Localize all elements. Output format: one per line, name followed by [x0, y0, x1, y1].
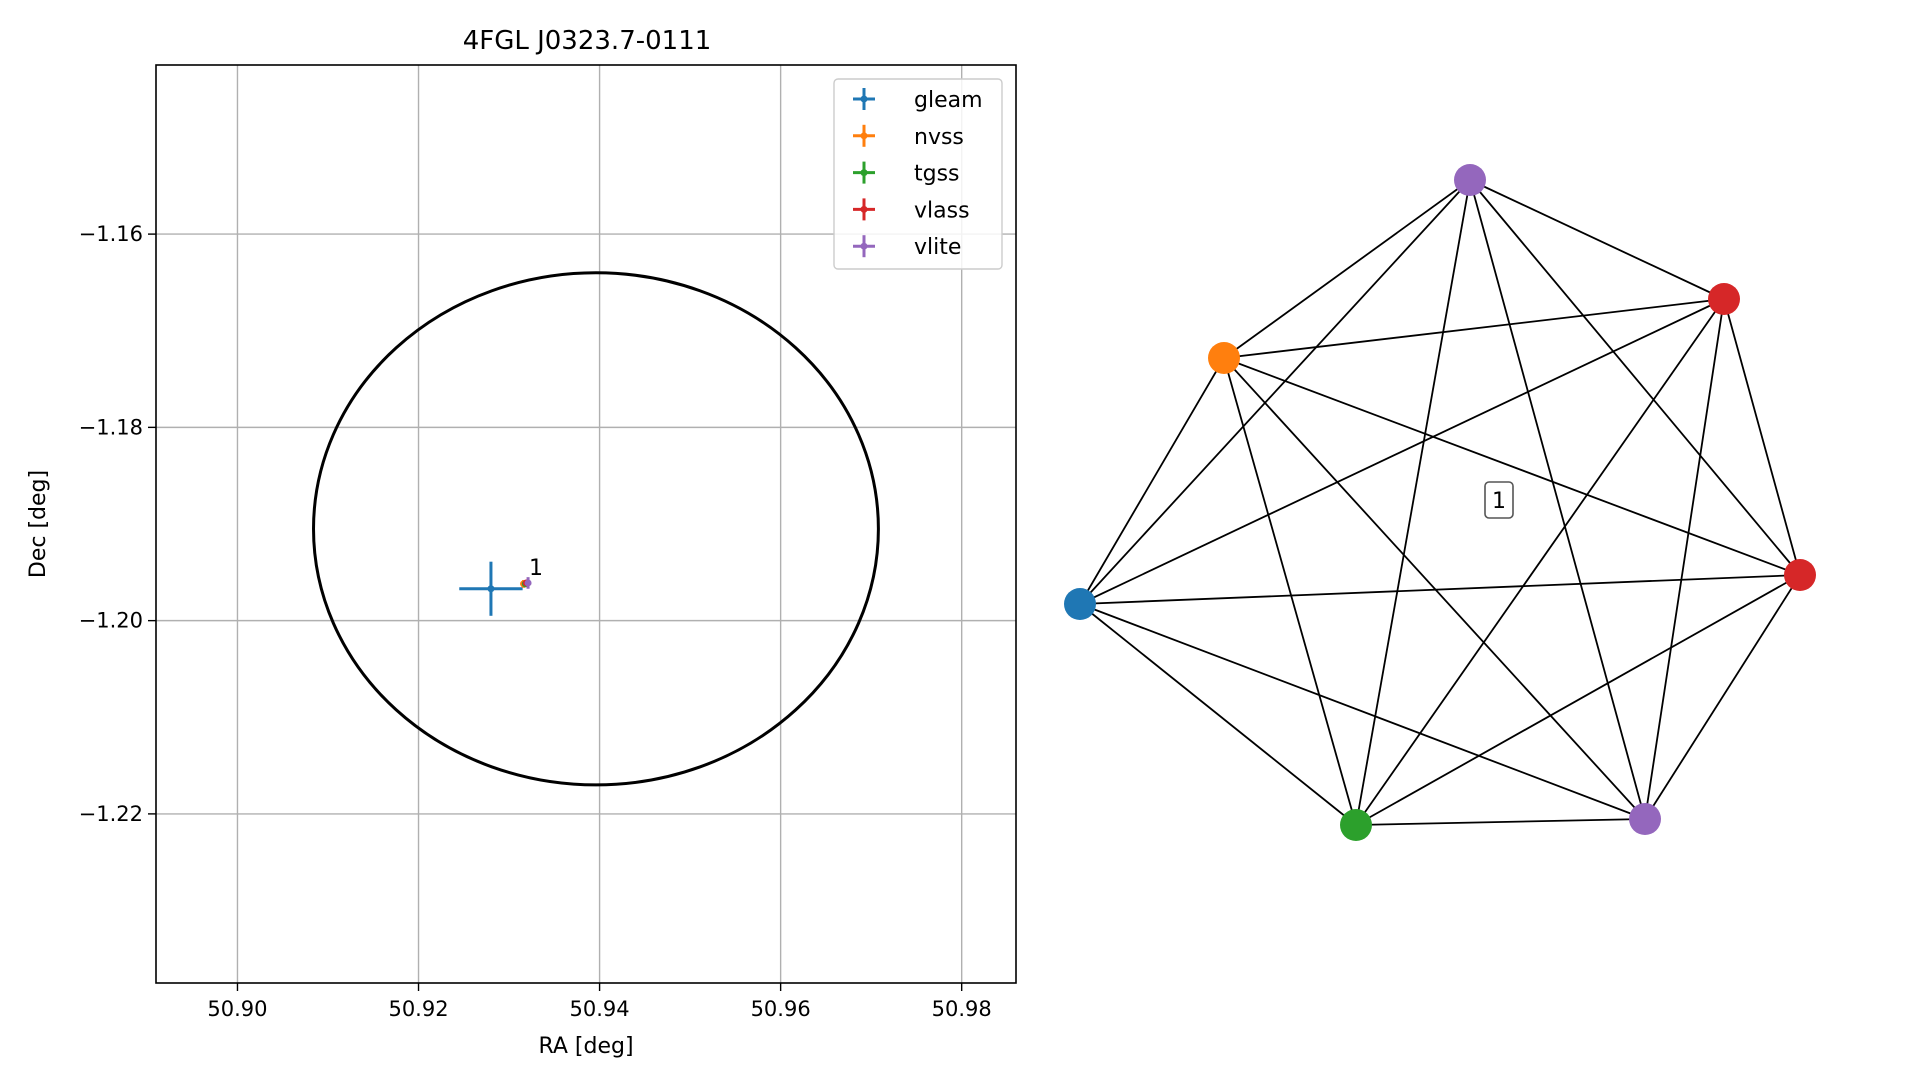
x-axis-ticks: 50.90 50.92 50.94 50.96 50.98: [207, 983, 992, 1021]
network-node-vlite_b: [1629, 803, 1661, 835]
x-tick-label: 50.92: [388, 997, 448, 1021]
network-edge: [1469, 179, 1725, 300]
network-node-tgss: [1340, 809, 1372, 841]
legend-entry-tgss: tgss: [853, 161, 960, 187]
data-point-gleam: [459, 561, 523, 616]
network-edge: [1079, 603, 1646, 820]
network-edge: [1223, 179, 1471, 359]
network-node-gleam: [1064, 588, 1096, 620]
chart-title: 4FGL J0323.7-0111: [463, 26, 712, 56]
y-axis-ticks: −1.16 −1.18 −1.20 −1.22: [79, 222, 156, 826]
legend-entry-nvss: nvss: [853, 124, 964, 150]
network-edge: [1355, 179, 1471, 826]
y-tick-label: −1.22: [79, 802, 143, 826]
ellipse-layer: [312, 271, 880, 787]
x-tick-label: 50.98: [932, 997, 992, 1021]
network-edge: [1079, 603, 1357, 826]
legend-swatch-dot: [860, 95, 868, 103]
legend-entry-gleam: gleam: [853, 88, 983, 113]
network-edge: [1355, 298, 1725, 826]
network-edge: [1079, 357, 1225, 605]
marks-layer: 1: [459, 556, 543, 616]
legend-label: tgss: [914, 162, 960, 187]
x-axis-label: RA [deg]: [538, 1034, 633, 1059]
y-tick-label: −1.20: [79, 609, 143, 633]
network-nodes: [1064, 164, 1816, 841]
legend-label: vlass: [914, 198, 970, 223]
network-edge: [1469, 179, 1646, 820]
x-tick-label: 50.96: [751, 997, 811, 1021]
network-edge: [1223, 298, 1725, 359]
network-panel: 1: [1064, 164, 1816, 841]
legend-entry-vlass: vlass: [853, 198, 970, 223]
x-tick-label: 50.94: [570, 997, 630, 1021]
cluster-label-box: [1484, 481, 1514, 519]
network-edge: [1079, 179, 1471, 605]
point-marker: [487, 585, 495, 593]
localization-ellipse: [312, 271, 880, 787]
network-edges: [1079, 179, 1801, 826]
point-marker: [524, 579, 532, 587]
network-edge: [1223, 357, 1801, 576]
network-node-vlass_b: [1784, 559, 1816, 591]
network-edge: [1355, 574, 1801, 826]
network-edge: [1079, 574, 1801, 605]
x-tick-label: 50.90: [207, 997, 267, 1021]
point-annotation: 1: [529, 556, 543, 581]
legend-swatch-dot: [860, 132, 868, 140]
network-edge: [1223, 357, 1357, 826]
legend-swatch-dot: [860, 205, 868, 213]
network-edge: [1355, 818, 1646, 826]
network-edge: [1723, 298, 1801, 576]
legend-swatch-dot: [860, 242, 868, 250]
network-edge: [1644, 298, 1725, 820]
cluster-label: 1: [1492, 489, 1506, 514]
network-node-vlite_a: [1454, 164, 1486, 196]
legend-label: vlite: [914, 235, 961, 260]
network-edge: [1079, 298, 1725, 605]
legend-label: gleam: [914, 88, 983, 113]
data-point-vlite: [524, 577, 532, 589]
legend-swatch-dot: [860, 169, 868, 177]
network-edge: [1644, 574, 1801, 820]
y-axis-label: Dec [deg]: [26, 470, 51, 578]
scatter-panel: 4FGL J0323.7-0111 1 50.90 50.92 50.94 50.96…: [26, 26, 1017, 1059]
legend: gleam nvss tgss vlass vlite: [833, 78, 1003, 270]
network-node-nvss: [1208, 342, 1240, 374]
network-edge: [1223, 357, 1646, 820]
y-tick-label: −1.16: [79, 222, 143, 246]
plot-frame: [155, 64, 1017, 984]
legend-label: nvss: [914, 125, 964, 150]
legend-frame: [833, 78, 1003, 270]
network-node-vlass_a: [1708, 283, 1740, 315]
network-edge: [1469, 179, 1801, 576]
legend-entry-vlite: vlite: [853, 235, 961, 260]
y-tick-label: −1.18: [79, 415, 143, 439]
